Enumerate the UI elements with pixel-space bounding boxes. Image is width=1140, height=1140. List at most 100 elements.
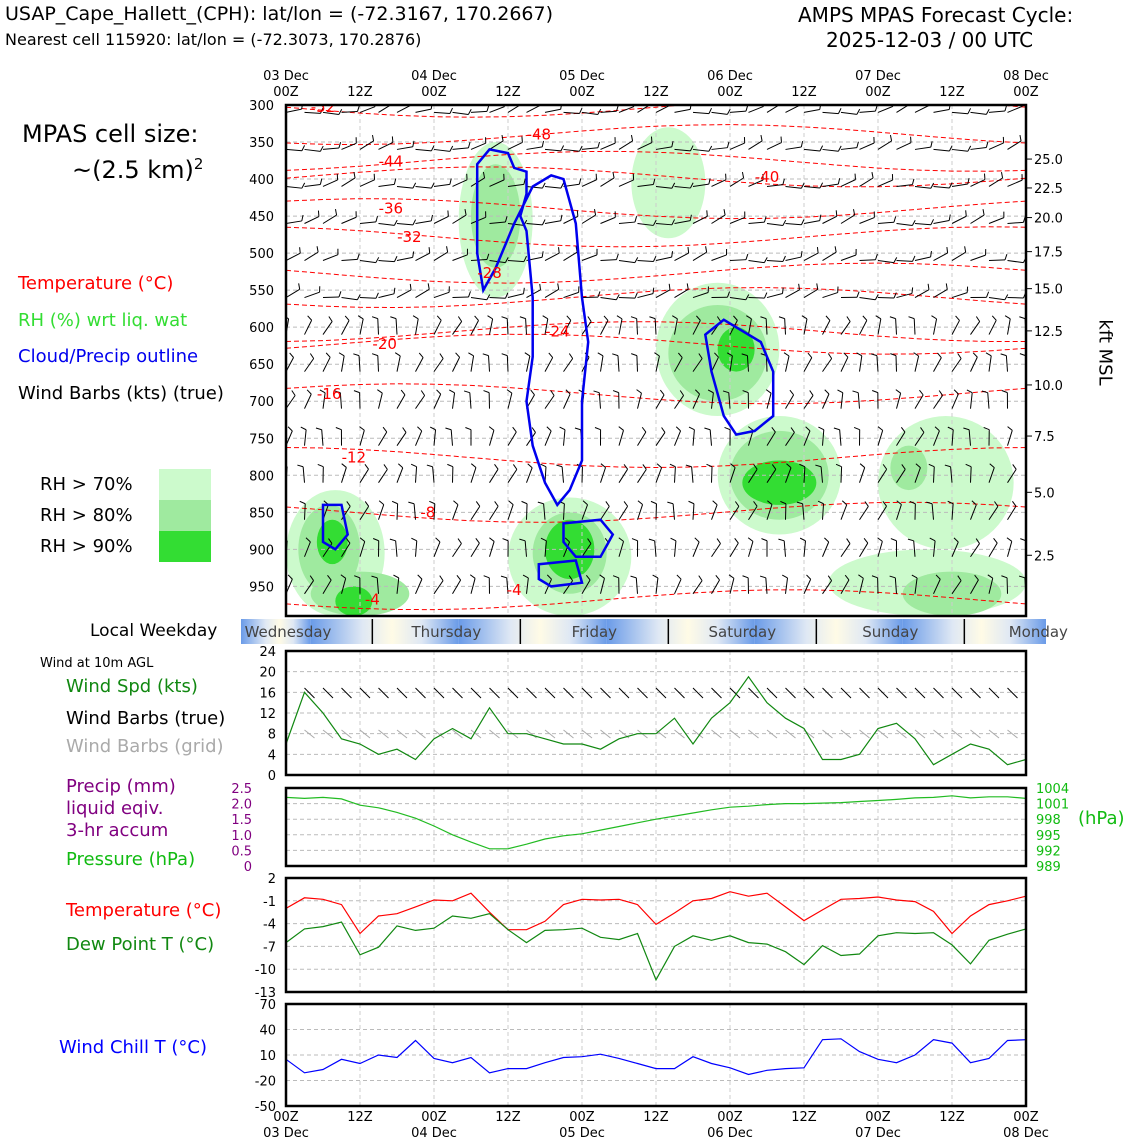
wind-barb-feather	[641, 426, 647, 433]
wind-barb	[692, 215, 708, 224]
wind-barb	[452, 579, 462, 595]
wind-barb-feather	[689, 105, 692, 110]
wind-barb	[376, 577, 379, 594]
wind-barb-feather	[652, 178, 656, 185]
wind-barb-feather	[307, 315, 313, 321]
isotherm-line	[286, 150, 1026, 172]
wind-barb	[600, 297, 617, 301]
sfc-wind-barb-true	[304, 687, 315, 699]
wind-barb	[877, 260, 894, 264]
wind-barb-feather	[723, 209, 726, 216]
wind-barb-feather	[456, 574, 462, 581]
wind-barb	[674, 185, 691, 189]
wind-barb-feather	[778, 538, 785, 542]
bottom-date-label: 05 Dec	[559, 1126, 605, 1140]
wind-barb	[413, 503, 416, 520]
wind-barb-feather	[393, 287, 396, 294]
wind-barb	[988, 467, 995, 483]
wind-barb-feather	[597, 108, 602, 115]
wind-barb	[433, 148, 450, 152]
wind-barb	[636, 318, 638, 335]
wind-barb-feather	[334, 390, 341, 394]
wind-barb-feather	[427, 283, 430, 290]
wind-barb-feather	[874, 294, 879, 301]
wind-barb-feather	[815, 464, 822, 468]
legend-windchill: Wind Chill T (°C)	[59, 1037, 207, 1058]
wind-barb-feather	[994, 501, 999, 507]
wind-barb	[951, 580, 962, 595]
wind-barb-feather	[1004, 254, 1008, 261]
sfc-wind-barb-grid	[378, 729, 389, 739]
wind-barb-feather	[856, 141, 859, 148]
wind-barb-feather	[726, 352, 733, 357]
wind-barb-feather	[345, 538, 351, 544]
wind-barb-feather	[934, 426, 940, 432]
hpa-axis-label: (hPa)	[1078, 808, 1125, 829]
wind-barb-feather	[706, 210, 708, 217]
sfc-wind-barb-true	[544, 687, 556, 699]
wind-barb	[1007, 140, 1022, 150]
wind-barb	[600, 259, 617, 262]
wind-barb-feather	[394, 255, 398, 262]
sfc-wind-barb-true	[748, 687, 759, 699]
wind-barb	[951, 292, 968, 299]
wind-barb	[766, 504, 773, 520]
wind-barb-feather	[420, 390, 426, 396]
wind-barb-feather	[486, 105, 490, 112]
wind-barb-feather	[410, 463, 417, 468]
wind-barb	[933, 288, 948, 298]
wind-barb	[914, 105, 930, 113]
wind-barb-feather	[402, 427, 407, 433]
wind-barb	[415, 318, 419, 335]
wind-barb	[433, 320, 442, 335]
wind-barb	[785, 577, 789, 594]
wind-barb	[543, 503, 546, 520]
kft-tick-label: 7.5	[1034, 430, 1055, 445]
precip-tick-label: 2.0	[231, 798, 252, 813]
wind-barb-feather	[871, 353, 878, 357]
wind-barb	[286, 395, 296, 409]
wind-barb-feather	[807, 352, 813, 358]
wind-barb-feather	[429, 426, 436, 431]
wind-barb	[322, 254, 339, 261]
wind-barb-feather	[1001, 390, 1008, 394]
wind-barb-feather	[558, 247, 560, 254]
wind-barb-feather	[299, 500, 306, 505]
wind-barb-feather	[359, 537, 366, 542]
wind-barb	[286, 220, 302, 224]
wind-barb	[600, 320, 609, 335]
rh-legend-70: RH > 70%	[40, 474, 133, 495]
wind-barb-feather	[672, 315, 678, 320]
wind-barb-feather	[382, 426, 388, 433]
wind-barb-feather	[652, 574, 659, 579]
wind-barb	[859, 578, 864, 594]
wind-barb	[692, 503, 695, 520]
top-hour-label: 12Z	[791, 85, 817, 100]
sfc-wind-barb-true	[785, 687, 796, 699]
rh-area-5	[717, 327, 755, 372]
wind-barb	[286, 288, 300, 298]
wind-barb	[506, 318, 509, 335]
wind-barb-feather	[412, 182, 417, 189]
wind-barb	[507, 504, 514, 520]
wind-barb	[636, 355, 638, 372]
wind-barb	[822, 148, 839, 152]
wind-barb-feather	[334, 209, 338, 216]
wind-barb-feather	[494, 464, 499, 470]
wind-barb	[563, 291, 579, 299]
top-hour-label: 00Z	[273, 85, 299, 100]
wind-barb-feather	[338, 108, 343, 115]
wind-barb	[840, 321, 851, 335]
sfc-wind-barb-grid	[600, 729, 611, 739]
wind-barb	[507, 222, 524, 226]
wind-speed-line	[285, 675, 1027, 766]
wind-barb	[618, 468, 629, 483]
wind-barb	[876, 355, 879, 372]
wind-barb-feather	[383, 464, 388, 470]
wind-barb-feather	[834, 246, 837, 253]
wind-barb-feather	[1006, 537, 1013, 542]
wind-barb	[822, 320, 831, 335]
wind-barb-feather	[982, 209, 985, 216]
cloud-outline	[703, 318, 775, 436]
wind-barb	[859, 259, 876, 262]
